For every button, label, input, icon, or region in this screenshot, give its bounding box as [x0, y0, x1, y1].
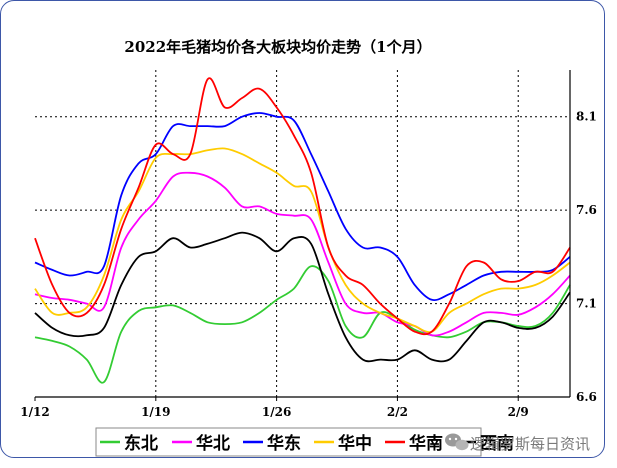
- wechat-icon: [445, 433, 469, 451]
- grid-lines: [35, 70, 570, 397]
- legend-label: 西南: [480, 433, 514, 454]
- series-line-5: [34, 77, 571, 336]
- chart-title: 2022年毛猪均价各大板块均价走势（1个月）: [124, 38, 431, 56]
- series-line-6: [34, 231, 571, 363]
- x-tick-label: 1/19: [141, 405, 170, 419]
- x-tick-label: 2/2: [387, 405, 408, 419]
- legend: 东北 华北 华东 华中 华南 西南: [95, 427, 514, 457]
- x-tick-label: 2/9: [508, 405, 529, 419]
- y-tick-labels: 6.6 7.1 7.6 8.1: [576, 110, 597, 404]
- series-line-4: [34, 147, 571, 333]
- y-tick-label: 6.6: [576, 390, 597, 404]
- series-line-2: [34, 171, 571, 337]
- plot-area: [35, 70, 570, 397]
- x-tick-labels: 1/12 1/19 1/26 2/2 2/9: [20, 397, 529, 419]
- y-tick-label: 7.6: [576, 203, 597, 217]
- y-tick-label: 7.1: [576, 297, 597, 311]
- legend-label: 东北: [124, 433, 158, 454]
- series-line-3: [34, 112, 571, 302]
- y-tick-label: 8.1: [576, 110, 597, 124]
- x-tick-label: 1/12: [20, 405, 49, 419]
- legend-label: 华南: [409, 433, 443, 454]
- series-lines: [34, 77, 571, 384]
- x-tick-label: 1/26: [262, 405, 291, 419]
- watermark-text: 逻辑罗斯每日资讯: [470, 435, 590, 453]
- legend-box: [95, 427, 482, 457]
- legend-label: 华东: [267, 433, 301, 454]
- legend-label: 华中: [338, 433, 372, 454]
- watermark: 逻辑罗斯每日资讯: [445, 433, 590, 453]
- legend-label: 华北: [196, 433, 230, 454]
- axes: [35, 70, 571, 398]
